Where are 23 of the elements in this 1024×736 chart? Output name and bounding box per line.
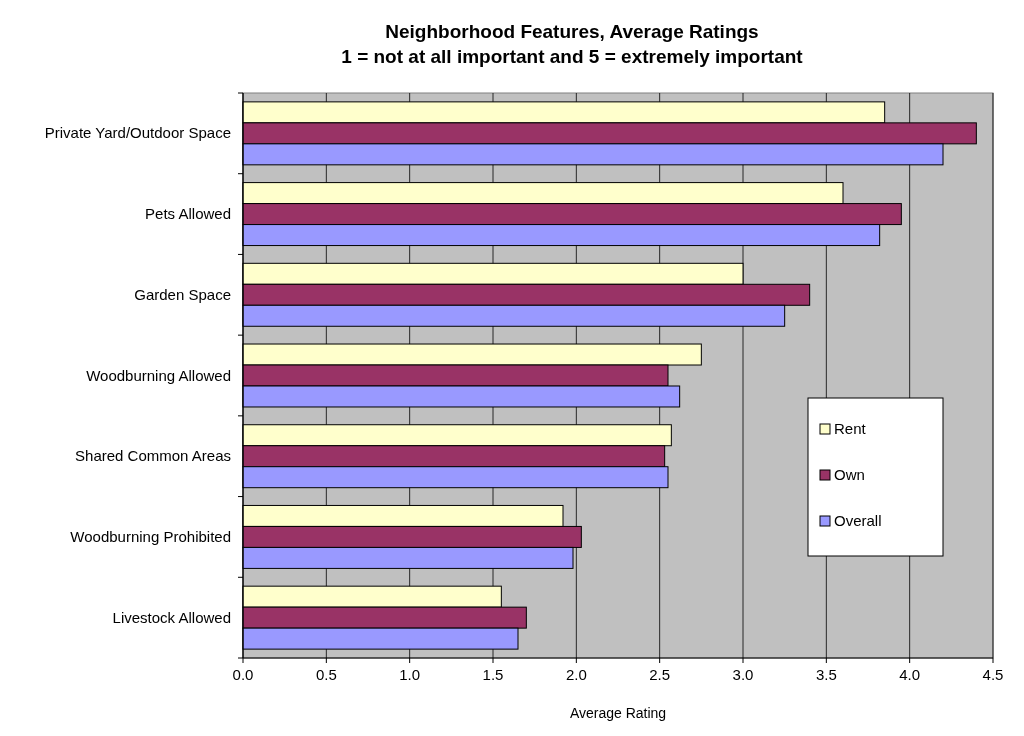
x-tick-label: 3.5 [815, 666, 837, 683]
x-tick-label: 4.0 [899, 666, 921, 683]
x-tick-label: 0.5 [315, 666, 337, 683]
legend-label: Overall [834, 512, 882, 529]
chart-subtitle: 1 = not at all important and 5 = extremely important [341, 46, 804, 67]
x-tick-label: 1.0 [399, 666, 421, 683]
y-tick-label: Garden Space [134, 285, 231, 303]
x-tick-label: 1.5 [482, 666, 504, 683]
y-tick-label: Woodburning Prohibited [70, 527, 231, 545]
x-tick-label: 4.5 [982, 666, 1004, 683]
x-tick-label: 2.0 [565, 666, 587, 683]
y-tick-label: Woodburning Allowed [86, 366, 231, 384]
x-axis-title: Average Rating [569, 705, 667, 721]
y-tick-label: Livestock Allowed [112, 608, 231, 626]
x-tick-label: 2.5 [649, 666, 671, 683]
y-tick-label: Private Yard/Outdoor Space [44, 124, 231, 142]
chart-title: Neighborhood Features, Average Ratings [385, 21, 759, 42]
y-tick-label: Pets Allowed [145, 205, 231, 223]
x-tick-label: 3.0 [732, 666, 754, 683]
x-tick-label: 0.0 [232, 666, 254, 683]
legend-label: Rent [834, 420, 867, 437]
y-tick-label: Shared Common Areas [75, 447, 231, 465]
legend-label: Own [834, 466, 865, 483]
